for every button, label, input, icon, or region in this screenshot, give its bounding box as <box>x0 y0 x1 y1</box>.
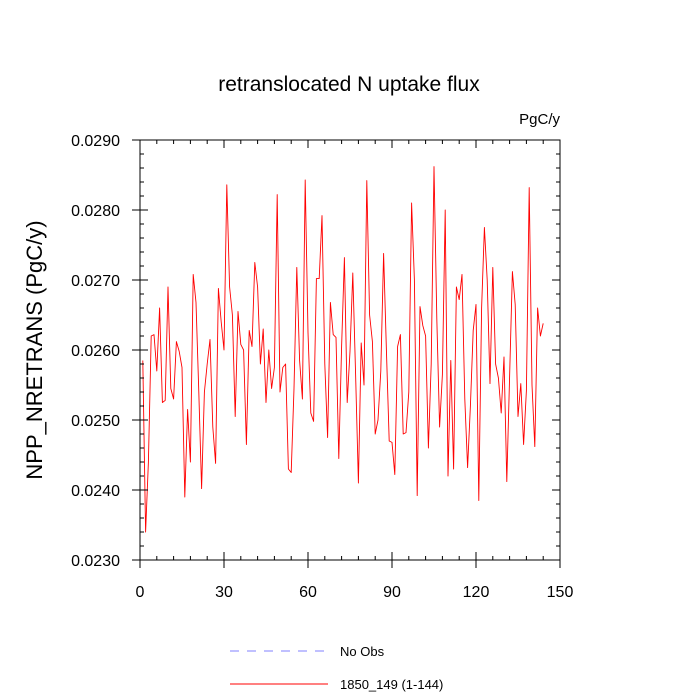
tick-labels: 0 30 60 90 120 150 0.0230 0.0240 0.0250 0.0260 0.0… <box>71 133 573 601</box>
x-tick-label: 120 <box>463 584 490 601</box>
series-line-0 <box>142 166 544 533</box>
y-axis-label: NPP_NRETRANS (PgC/y) <box>22 220 47 479</box>
x-tick-label: 60 <box>299 584 317 601</box>
x-tick-label: 30 <box>215 584 233 601</box>
legend-label-1: 1850_149 (1-144) <box>340 677 443 692</box>
y-tick-label: 0.0280 <box>71 203 120 220</box>
y-tick-label: 0.0250 <box>71 413 120 430</box>
x-tick-label: 90 <box>383 584 401 601</box>
plot-frame <box>139 139 561 561</box>
y-tick-label: 0.0270 <box>71 273 120 290</box>
chart-title: retranslocated N uptake flux <box>218 73 480 96</box>
y-tick-label: 0.0230 <box>71 553 120 570</box>
x-tick-label: 150 <box>547 584 574 601</box>
legend-label-0: No Obs <box>340 644 385 659</box>
x-tick-label: 0 <box>136 584 145 601</box>
units-label: PgC/y <box>519 111 560 128</box>
y-tick-label: 0.0260 <box>71 343 120 360</box>
legend: No Obs 1850_149 (1-144) <box>230 644 443 692</box>
plot-area <box>142 166 544 533</box>
y-tick-label: 0.0290 <box>71 133 120 150</box>
y-tick-label: 0.0240 <box>71 483 120 500</box>
